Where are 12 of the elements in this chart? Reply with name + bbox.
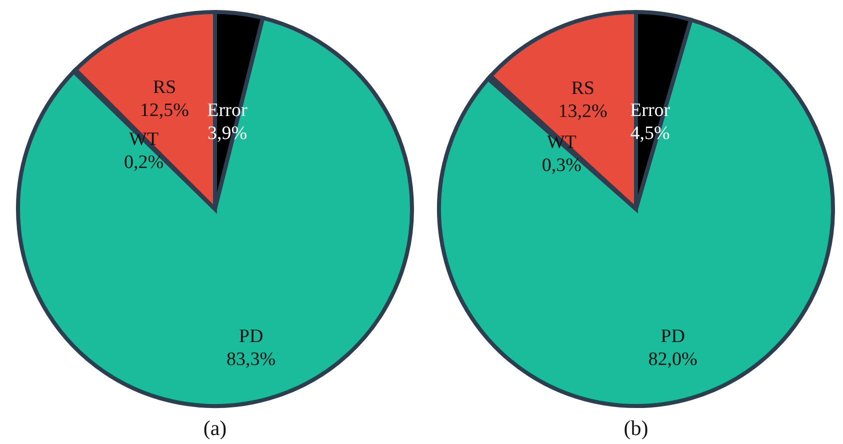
slice-label: WT [546, 132, 577, 154]
data-label: 12,5% [140, 100, 190, 122]
slice-label: RS [152, 77, 176, 98]
data-label: 0,2% [124, 152, 164, 173]
slice-label: PD [238, 326, 264, 347]
slice-label: WT [129, 128, 159, 150]
data-label: 13,2% [558, 101, 608, 122]
data-label: 83,3% [226, 348, 276, 370]
data-label: 82,0% [648, 348, 698, 370]
slice-label: RS [571, 78, 594, 100]
data-label: 0,3% [542, 155, 582, 176]
slice-label: PD [660, 326, 685, 347]
